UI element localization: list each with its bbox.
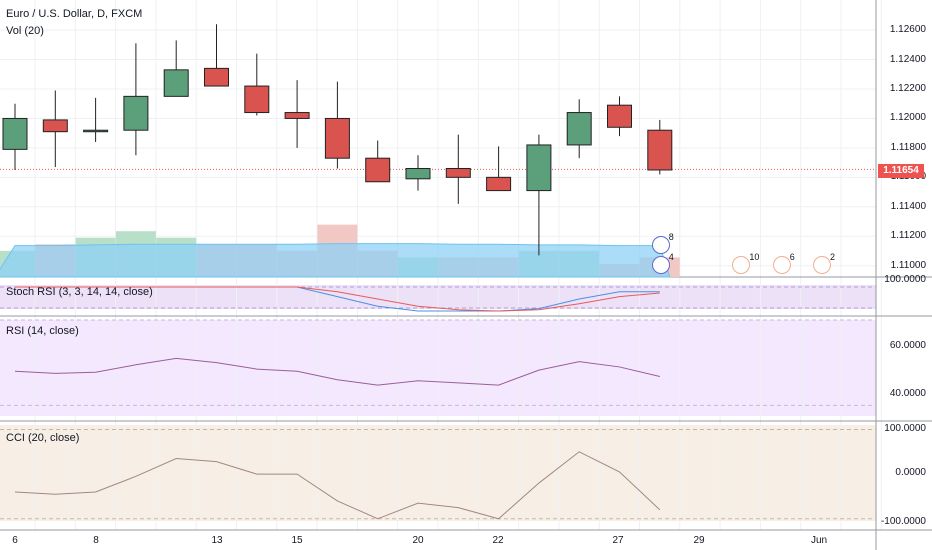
candle-body	[566, 112, 592, 146]
time-axis-label: Jun	[810, 535, 828, 546]
stoch-rsi-label: Stoch RSI (3, 3, 14, 14, close)	[6, 286, 153, 298]
cci-label: CCI (20, close)	[6, 432, 80, 444]
price-axis-label: 1.11800	[890, 141, 926, 153]
event-count: 10	[749, 252, 760, 262]
chart-title: Euro / U.S. Dollar, D, FXCM	[6, 8, 143, 20]
price-axis-label: 1.11400	[890, 200, 926, 212]
price-axis-label: 1.12600	[889, 24, 926, 36]
rsi-label: RSI (14, close)	[6, 325, 79, 337]
volume-ma-area	[0, 243, 671, 278]
event-flag-icon[interactable]	[651, 256, 670, 274]
cci-axis-100: 100.0000	[884, 423, 926, 434]
cci-axis-0: 0.0000	[895, 467, 926, 478]
event-flag-icon[interactable]	[651, 236, 670, 254]
time-axis-label: 13	[211, 535, 223, 546]
candle-body	[42, 119, 68, 133]
time-axis-label: 29	[693, 535, 705, 546]
price-axis-label: 1.12000	[889, 112, 926, 124]
stoch-axis-label: 100.0000	[884, 274, 926, 285]
candle-body	[365, 157, 391, 183]
candle-body	[445, 168, 471, 178]
time-axis-label: 27	[612, 535, 624, 546]
candle-body	[405, 168, 431, 180]
event-count: 4	[668, 252, 674, 262]
rsi-axis-60: 60.0000	[889, 340, 926, 351]
stoch-line-D	[15, 286, 660, 312]
time-axis-label: 6	[12, 535, 18, 546]
candle-body	[324, 117, 350, 159]
current-price-tag: 1.11654	[878, 164, 924, 178]
candle-body	[647, 129, 673, 171]
candle-body	[244, 85, 270, 114]
candle-body	[204, 67, 229, 87]
event-flag-icon[interactable]	[732, 256, 751, 274]
price-axis-label: 1.11200	[890, 230, 926, 242]
candle-body	[284, 112, 310, 119]
price-axis-label: 1.12200	[889, 82, 926, 94]
candle-body	[607, 104, 632, 128]
candle-body	[163, 69, 189, 97]
cci-line	[14, 451, 661, 520]
rsi-axis-40: 40.0000	[889, 388, 926, 399]
time-axis-label: 20	[412, 535, 424, 546]
vol-label: Vol (20)	[6, 25, 44, 37]
price-axis-label: 1.11000	[890, 259, 926, 271]
time-axis-label: 15	[291, 535, 303, 546]
candle-body	[123, 95, 149, 131]
candle-body	[486, 176, 512, 192]
candle-body	[83, 129, 109, 133]
event-count: 6	[789, 252, 795, 262]
event-flag-icon[interactable]	[813, 256, 831, 274]
time-axis-label: 22	[492, 535, 504, 546]
event-count: 2	[830, 252, 836, 262]
candle-body	[2, 117, 28, 150]
price-axis-label: 1.12400	[889, 53, 926, 65]
candle-body	[526, 144, 552, 192]
event-flag-icon[interactable]	[772, 256, 791, 274]
event-count: 8	[668, 232, 674, 242]
rsi-line	[14, 357, 660, 386]
time-axis-label: 8	[93, 535, 99, 546]
cci-axis-neg100: -100.0000	[880, 516, 926, 527]
